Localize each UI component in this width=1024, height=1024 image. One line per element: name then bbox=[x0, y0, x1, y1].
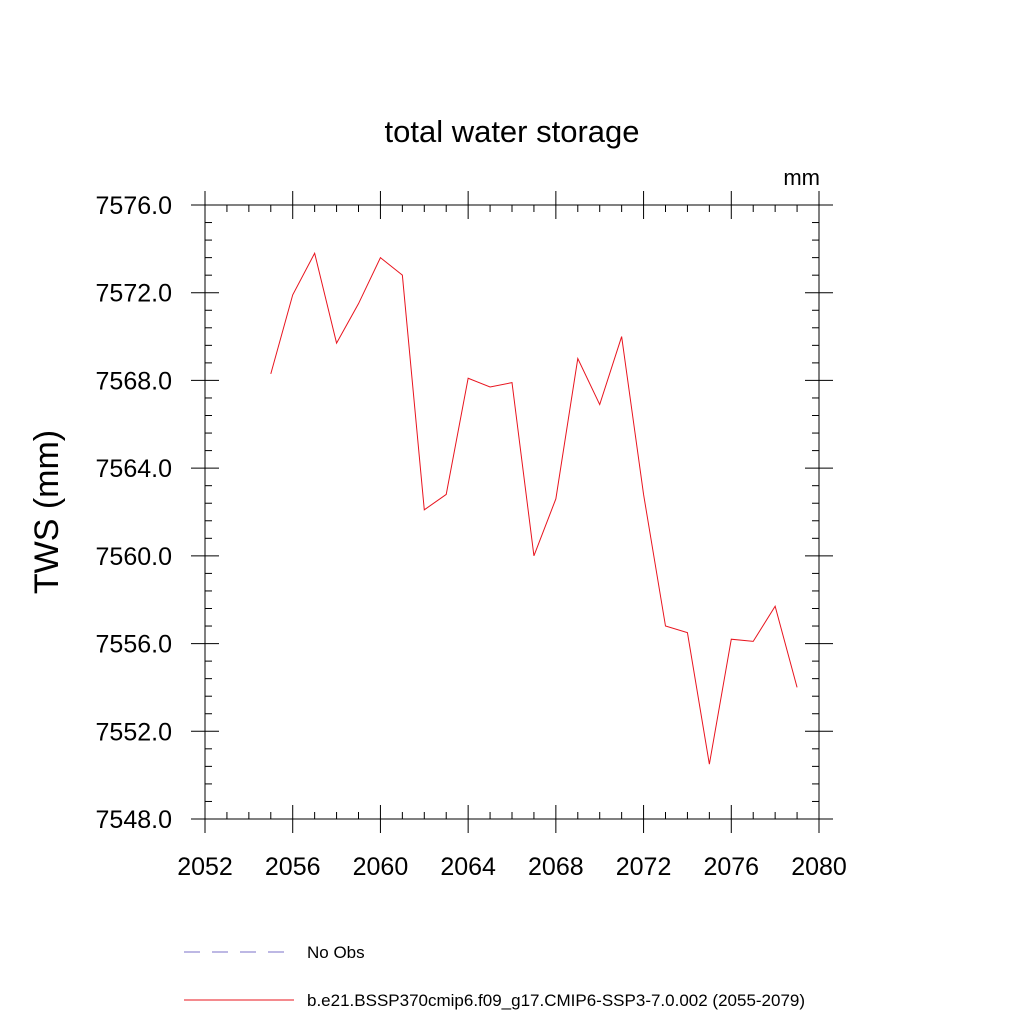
minor-ticks bbox=[205, 205, 819, 819]
y-tick-label: 7568.0 bbox=[96, 367, 172, 395]
legend: No Obs b.e21.BSSP370cmip6.f09_g17.CMIP6-S… bbox=[184, 943, 805, 1010]
y-tick-label: 7564.0 bbox=[96, 455, 172, 483]
legend-label: b.e21.BSSP370cmip6.f09_g17.CMIP6-SSP3-7.… bbox=[307, 991, 805, 1010]
x-tick-label: 2060 bbox=[353, 853, 409, 881]
y-tick-label: 7552.0 bbox=[96, 718, 172, 746]
series-lines bbox=[270, 251, 798, 765]
major-ticks bbox=[191, 191, 833, 833]
y-tick-labels: 7548.0 7552.0 7556.0 7560.0 7564.0 7568.0 7572… bbox=[96, 192, 172, 834]
x-tick-label: 2052 bbox=[177, 853, 233, 881]
x-tick-label: 2076 bbox=[703, 853, 759, 881]
y-tick-label: 7548.0 bbox=[96, 806, 172, 834]
chart-title: total water storage bbox=[384, 114, 639, 149]
x-tick-label: 2080 bbox=[791, 853, 847, 881]
units-label: mm bbox=[783, 165, 820, 190]
x-tick-label: 2072 bbox=[616, 853, 672, 881]
x-tick-label: 2056 bbox=[265, 853, 321, 881]
x-tick-label: 2068 bbox=[528, 853, 584, 881]
y-tick-label: 7556.0 bbox=[96, 631, 172, 659]
x-tick-label: 2064 bbox=[440, 853, 496, 881]
y-tick-label: 7576.0 bbox=[96, 192, 172, 220]
y-tick-label: 7572.0 bbox=[96, 280, 172, 308]
y-axis-label: TWS (mm) bbox=[28, 430, 66, 594]
series-line bbox=[270, 251, 798, 765]
x-tick-labels: 2052 2056 2060 2064 2068 2072 2076 2080 bbox=[177, 853, 847, 881]
legend-label: No Obs bbox=[307, 943, 365, 962]
y-tick-label: 7560.0 bbox=[96, 543, 172, 571]
plot-frame bbox=[204, 204, 820, 820]
